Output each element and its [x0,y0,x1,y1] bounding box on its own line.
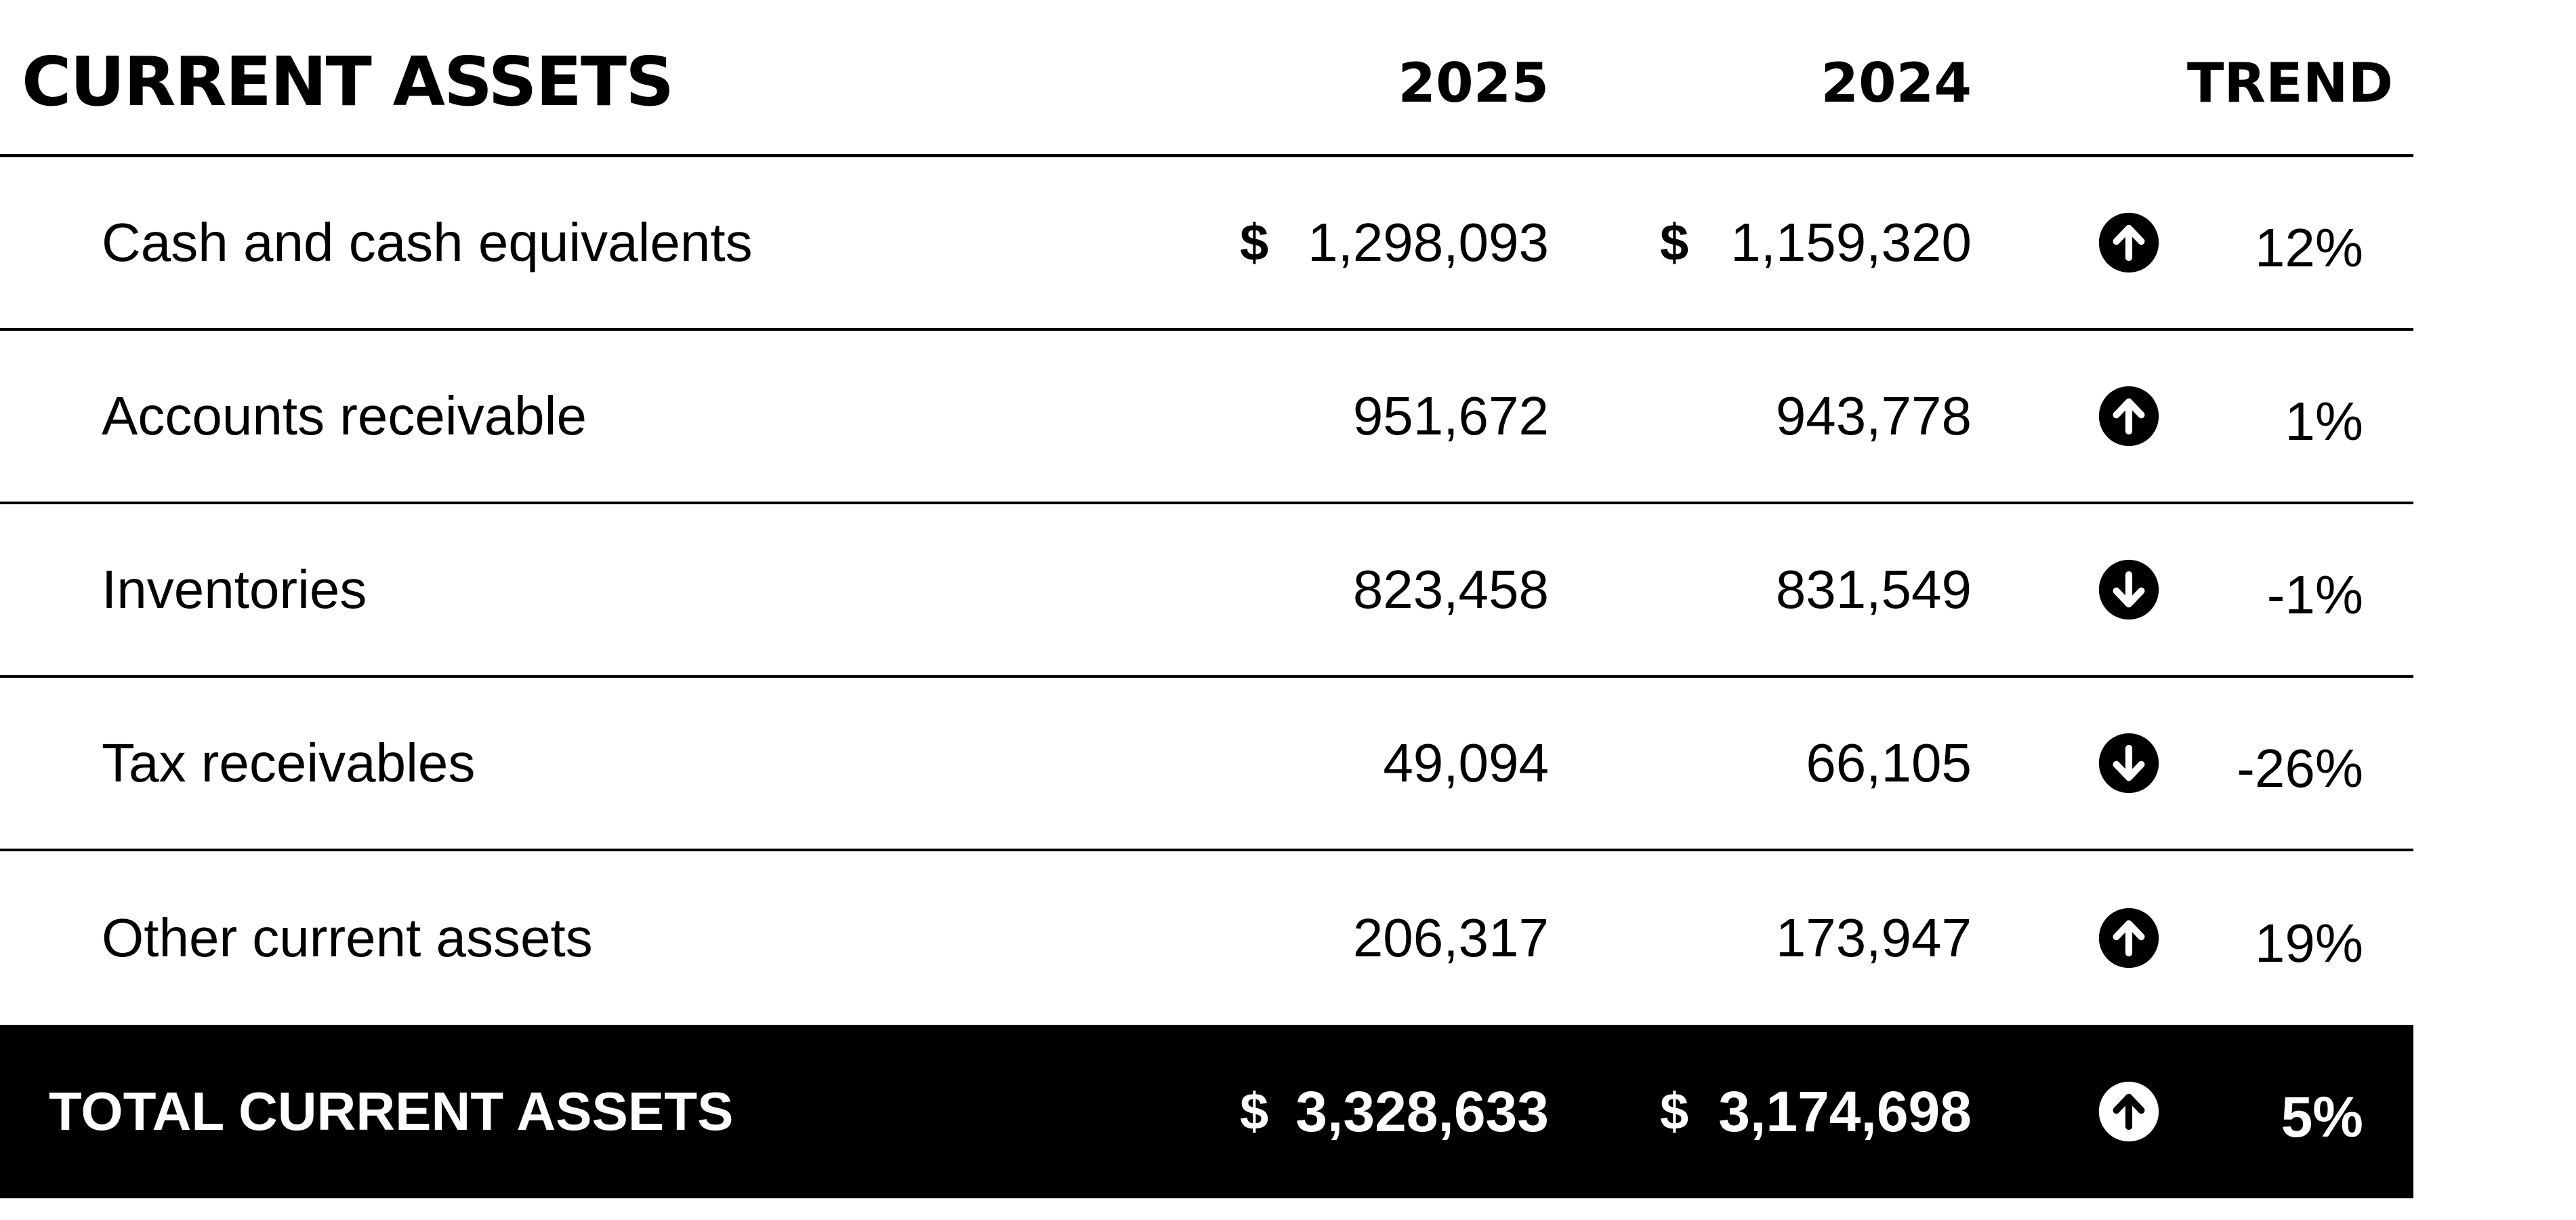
trend-percent: -1% [2266,565,2363,625]
column-header-2024: 2024 [1821,52,1972,115]
trend-percent: 12% [2254,218,2363,278]
row-label: Tax receivables [102,733,476,793]
currency-symbol: $ [1240,1082,1269,1141]
arrow-up-circle-icon [2098,212,2159,273]
arrow-down-circle-icon [2098,733,2159,794]
value-2025: 206,317 [1352,908,1549,968]
value-2025: 49,094 [1383,733,1549,793]
table-row: Accounts receivable 951,672 943,778 1% [0,331,2413,504]
row-label: Inventories [102,559,367,619]
value-2024: 66,105 [1806,733,1972,793]
total-value-2024: 3,174,698 [1718,1079,1972,1143]
trend-percent: -26% [2237,738,2363,798]
value-2025: 823,458 [1352,559,1549,619]
trend-icon-slot [2098,678,2160,849]
table-row: Tax receivables 49,094 66,105 -26% [0,678,2413,851]
trend-icon-slot [2098,851,2160,1025]
table-row: Other current assets 206,317 173,947 19% [0,851,2413,1025]
arrow-down-circle-icon [2098,559,2159,620]
value-2024: 173,947 [1775,908,1972,968]
trend-percent: 1% [2285,391,2363,451]
value-2025: 1,298,093 [1308,212,1549,272]
arrow-up-circle-icon [2098,386,2159,447]
table-row: Cash and cash equivalents $ 1,298,093 $ … [0,157,2413,331]
currency-symbol: $ [1240,214,1269,272]
currency-symbol: $ [1660,1082,1689,1141]
trend-icon-slot [2098,504,2160,675]
current-assets-table: CURRENT ASSETS 2025 2024 TREND Cash and … [0,0,2413,1198]
column-header-trend: TREND [2186,52,2393,115]
arrow-up-circle-icon [2098,1081,2159,1142]
row-label: Other current assets [102,908,593,968]
currency-symbol: $ [1660,214,1689,272]
total-trend-percent: 5% [2281,1084,2363,1149]
trend-icon-slot [2098,1025,2160,1198]
trend-icon-slot [2098,157,2160,328]
column-header-2025: 2025 [1398,52,1549,115]
value-2024: 1,159,320 [1730,212,1972,272]
row-label: Accounts receivable [102,386,587,446]
trend-icon-slot [2098,331,2160,502]
table-row: Inventories 823,458 831,549 -1% [0,504,2413,678]
arrow-up-circle-icon [2098,908,2159,969]
total-value-2025: 3,328,633 [1295,1079,1549,1143]
section-title: CURRENT ASSETS [22,42,674,121]
total-label: TOTAL CURRENT ASSETS [49,1081,734,1141]
value-2025: 951,672 [1352,386,1549,446]
trend-percent: 19% [2254,913,2363,973]
value-2024: 943,778 [1775,386,1972,446]
table-header: CURRENT ASSETS 2025 2024 TREND [0,0,2413,157]
row-label: Cash and cash equivalents [102,212,753,272]
value-2024: 831,549 [1775,559,1972,619]
total-row: TOTAL CURRENT ASSETS $ 3,328,633 $ 3,174… [0,1025,2413,1198]
